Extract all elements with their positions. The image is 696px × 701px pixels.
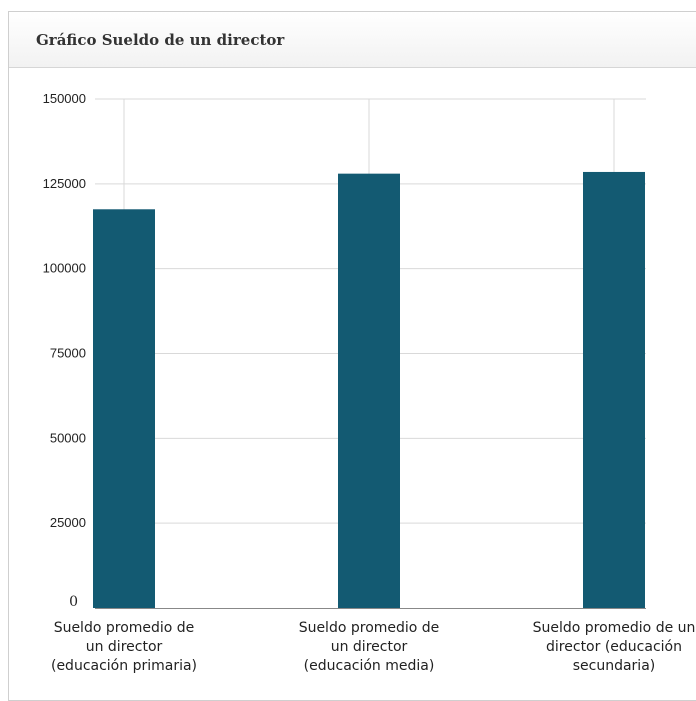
y-tick-label: 150000: [43, 91, 86, 106]
x-tick-label: Sueldo promedio de un director (educación …: [51, 620, 197, 674]
y-tick-label: 100000: [43, 261, 86, 276]
y-tick-label: 75000: [50, 346, 86, 361]
bars: [93, 171, 645, 609]
y-tick-label: 25000: [50, 515, 86, 530]
bar-3[interactable]: [583, 171, 645, 608]
x-tick-label: Sueldo promedio de un director (educación …: [299, 620, 440, 674]
y-tick-label: 125000: [43, 176, 86, 191]
y-tick-label: 50000: [50, 430, 86, 445]
bar-2[interactable]: [338, 173, 400, 609]
bar-1[interactable]: [93, 209, 155, 609]
y-tick-label: 0: [69, 594, 78, 610]
x-tick-label: Sueldo promedio de un director (educación…: [533, 620, 696, 674]
panel-header: Gráfico Sueldo de un director: [9, 12, 696, 68]
panel-title: Gráfico Sueldo de un director: [36, 31, 285, 49]
tick-labels: 0 25000 50000 75000 100000 125000 150000 Sueldo…: [43, 91, 696, 674]
